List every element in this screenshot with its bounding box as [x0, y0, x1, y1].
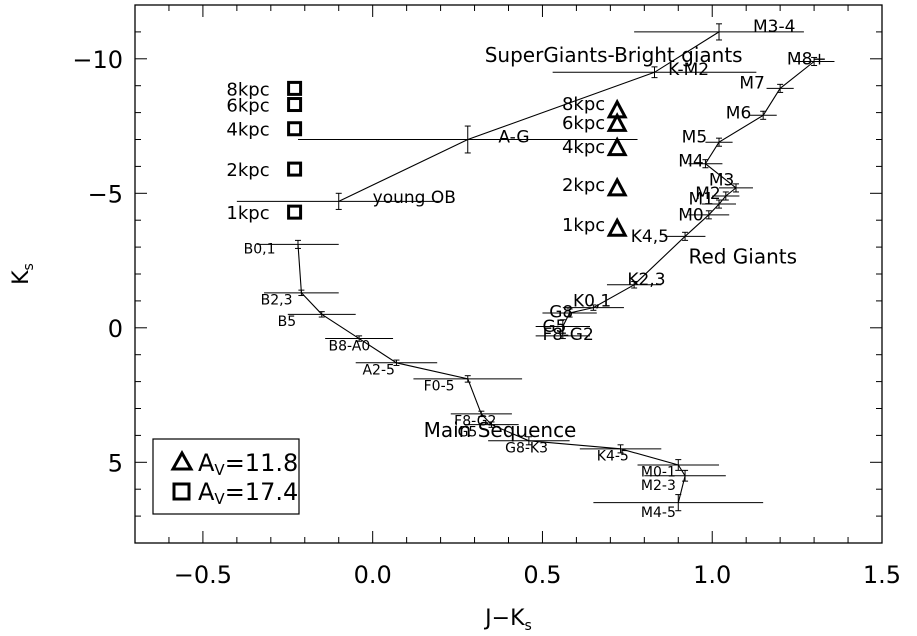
legend-triangle-icon [170, 449, 194, 471]
point-label-m0: M0 [678, 205, 703, 225]
point-label-k4-5: K4,5 [631, 227, 669, 247]
distance-label-1kpc: 1kpc [226, 203, 269, 224]
triangle-marker [606, 176, 628, 197]
point-label-m4: M4 [678, 152, 703, 172]
point-label-f8-g2: F8-G2 [454, 414, 496, 430]
series-label-red-giants: Red Giants [688, 245, 797, 269]
point-label-g8: G8 [549, 302, 573, 322]
x-tick-label: 1.5 [863, 561, 901, 589]
distance-label-2kpc: 2kpc [226, 160, 269, 181]
point-label-m8: M8+ [787, 49, 827, 69]
y-tick-label: 5 [108, 449, 123, 477]
point-label-b5: B5 [278, 314, 297, 330]
distance-label-2kpc: 2kpc [562, 175, 605, 196]
square-marker [287, 121, 303, 137]
distance-label-6kpc: 6kpc [562, 113, 605, 134]
point-label-k2-3: K2,3 [627, 270, 665, 290]
error-bars [236, 23, 835, 512]
point-label-m1: M1 [688, 189, 713, 209]
point-label-m5: M5 [682, 127, 707, 147]
point-label-m2: M2 [695, 184, 720, 204]
point-label-f0-5: F0-5 [424, 379, 455, 395]
square-marker [287, 204, 303, 220]
axis-ticks: −0.5 0.0 0.5 1.0 1.5 −10 −5 0 5 [72, 4, 901, 589]
x-tick-label: 1.0 [693, 561, 731, 589]
triangle-marker [606, 136, 628, 157]
legend-value: =11.8 [225, 449, 299, 477]
y-tick-label: −10 [72, 46, 123, 74]
point-label-m7: M7 [739, 74, 764, 94]
x-tick-label: 0.5 [523, 561, 561, 589]
point-label-k-m2: K-M2 [668, 60, 709, 80]
point-label-m2-3: M2-3 [641, 478, 676, 494]
distance-label-8kpc: 8kpc [226, 79, 269, 100]
x-axis-label-sub: s [525, 618, 532, 634]
legend-box [152, 438, 300, 515]
legend-prefix: A [198, 478, 215, 506]
legend-sub: V [214, 490, 225, 508]
series-label-main-sequence: Main Sequence [424, 418, 577, 442]
legend: AV=11.8AV=17.4 [152, 438, 300, 515]
triangle-marker [606, 217, 628, 237]
legend-prefix: A [198, 449, 215, 477]
y-axis-label-main: K [9, 270, 34, 285]
point-label-m6: M6 [726, 103, 751, 123]
point-label-m0-1: M0-1 [641, 465, 676, 481]
spectral-type-labels: B0,1B2,3B5B8-A0A2-5F0-5F8-G2G5G8-K3K4-5M… [244, 17, 827, 521]
distance-label-8kpc: 8kpc [562, 94, 605, 115]
square-marker [287, 80, 303, 96]
legend-square-icon [172, 482, 191, 501]
distance-label-4kpc: 4kpc [226, 120, 269, 141]
point-label-k4-5: K4-5 [597, 449, 629, 465]
triangle-marker [606, 112, 628, 132]
series-label-supergiants-bright-giants: SuperGiants-Bright giants [485, 43, 743, 67]
square-marker [287, 97, 303, 113]
legend-sub: V [214, 461, 225, 479]
y-tick-label: −5 [88, 180, 123, 208]
distance-label-4kpc: 4kpc [562, 137, 605, 158]
square-marker [287, 161, 303, 177]
legend-value: =17.4 [225, 478, 299, 506]
point-label-k0-1: K0,1 [573, 292, 611, 312]
y-axis-label-sub: s [21, 263, 37, 270]
distance-label-1kpc: 1kpc [562, 215, 605, 236]
distance-label-6kpc: 6kpc [226, 96, 269, 117]
y-tick-label: 0 [108, 315, 123, 343]
series-line-supergiants-bright-giants [338, 31, 720, 202]
y-axis-label: Ks [9, 263, 37, 285]
point-label-m4-5: M4-5 [641, 505, 676, 521]
x-tick-label: −0.5 [174, 561, 232, 589]
point-label-g5: G5 [458, 424, 478, 440]
triangle-marker [606, 98, 628, 119]
point-label-a2-5: A2-5 [362, 362, 394, 378]
x-axis-label-main: J−K [483, 606, 525, 631]
x-tick-label: 0.0 [354, 561, 392, 589]
point-label-b8-a0: B8-A0 [329, 338, 371, 354]
point-label-b0-1: B0,1 [244, 241, 276, 257]
point-label-g8-k3: G8-K3 [505, 441, 548, 457]
point-label-young-ob: young OB [373, 188, 456, 208]
x-axis-label: J−Ks [483, 606, 532, 634]
legend-entry-label: AV=17.4 [198, 478, 298, 508]
point-label-f8-g2: F8-G2 [542, 325, 593, 345]
point-label-m3: M3 [709, 171, 734, 191]
point-label-g5: G5 [542, 317, 566, 337]
point-label-a-g: A-G [498, 127, 529, 147]
legend-entry-label: AV=11.8 [198, 449, 298, 479]
point-label-m3-4: M3-4 [753, 17, 795, 37]
point-label-b2-3: B2,3 [261, 293, 293, 309]
